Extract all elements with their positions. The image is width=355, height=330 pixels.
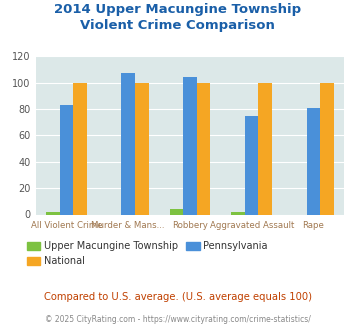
Bar	[121, 73, 135, 214]
Bar	[245, 115, 258, 214]
Bar	[307, 108, 320, 214]
Text: Rape: Rape	[302, 221, 324, 230]
Bar	[183, 77, 197, 214]
Bar	[60, 105, 73, 214]
Text: © 2025 CityRating.com - https://www.cityrating.com/crime-statistics/: © 2025 CityRating.com - https://www.city…	[45, 315, 310, 324]
Text: 2014 Upper Macungine Township
Violent Crime Comparison: 2014 Upper Macungine Township Violent Cr…	[54, 3, 301, 32]
Bar	[73, 82, 87, 214]
Text: Robbery: Robbery	[172, 221, 208, 230]
Bar	[320, 82, 334, 214]
Bar	[135, 82, 148, 214]
Legend: Upper Macungine Township, National, Pennsylvania: Upper Macungine Township, National, Penn…	[23, 238, 272, 270]
Bar	[170, 209, 183, 214]
Text: Compared to U.S. average. (U.S. average equals 100): Compared to U.S. average. (U.S. average …	[44, 292, 311, 302]
Text: All Violent Crime: All Violent Crime	[31, 221, 102, 230]
Bar	[258, 82, 272, 214]
Bar	[197, 82, 210, 214]
Text: Murder & Mans...: Murder & Mans...	[91, 221, 165, 230]
Text: Aggravated Assault: Aggravated Assault	[209, 221, 294, 230]
Bar	[231, 212, 245, 215]
Bar	[46, 212, 60, 215]
